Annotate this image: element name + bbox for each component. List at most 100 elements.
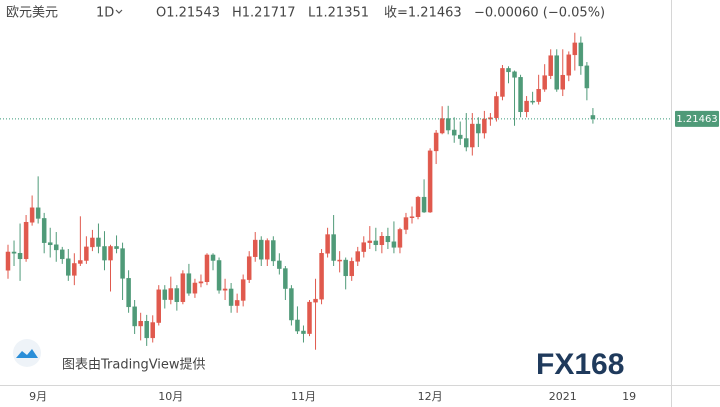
candle-body [168, 288, 174, 300]
candle-body [246, 256, 252, 280]
candle-body [361, 242, 367, 252]
candle-body [391, 241, 397, 248]
attribution-text: 图表由TradingView提供 [62, 357, 206, 373]
candle-body [289, 288, 294, 321]
candle-body [590, 115, 596, 120]
candle-body [29, 207, 35, 223]
candle-body [343, 259, 348, 277]
candle-body [210, 254, 216, 261]
candle-body [530, 100, 535, 103]
interval-caret[interactable] [115, 9, 123, 14]
candle-body [84, 246, 89, 261]
candle-body [265, 240, 270, 260]
candle-body [228, 288, 234, 306]
legend-item: O1.21543 [156, 6, 220, 21]
candle-body [464, 138, 469, 148]
candle-body [144, 321, 149, 339]
candle-body [542, 75, 547, 90]
candle-body [578, 42, 584, 67]
candle-body [174, 288, 180, 302]
candle-body [470, 123, 475, 148]
candle-body [331, 234, 336, 261]
x-tick-label: 2021 [549, 390, 577, 403]
candle-body [72, 263, 77, 276]
interval[interactable]: 1D [96, 6, 114, 21]
legend-item: 收=1.21463 [384, 6, 462, 21]
candle-body [560, 74, 566, 90]
candle-body [132, 306, 137, 327]
candle-body [192, 282, 198, 294]
candle-body [198, 281, 204, 284]
candle-body [409, 216, 415, 218]
candle-body [60, 249, 65, 260]
candle-body [584, 65, 590, 89]
brand-logo: FX168 [536, 348, 624, 381]
legend-item: −0.00060 (−0.05%) [474, 6, 605, 21]
candle-body [138, 321, 143, 327]
ohlc-legend: O1.21543 H1.21717 L1.21351 收=1.21463 −0.0006… [156, 6, 605, 21]
candle-body [319, 253, 324, 300]
candle-body [5, 251, 11, 271]
logo-icon [16, 349, 38, 358]
candle-body [162, 289, 168, 300]
last-price-box [675, 110, 719, 127]
x-tick-label: 19 [622, 390, 636, 403]
candle-body [367, 240, 373, 243]
candle-body [35, 207, 41, 219]
candle-body [313, 298, 318, 303]
candle-body [259, 239, 264, 260]
candle-body [439, 118, 445, 134]
chart-title[interactable]: 欧元美元 [6, 6, 58, 21]
candle-body [102, 246, 107, 261]
candle-body [96, 237, 101, 247]
candle-body [518, 77, 523, 113]
candle-body [566, 54, 572, 76]
candle-body [41, 218, 47, 243]
candle-body [283, 268, 288, 289]
candle-body [325, 234, 330, 254]
candle-body [536, 88, 541, 102]
candle-body [252, 239, 258, 257]
candle-body [373, 240, 379, 246]
legend-item: L1.21351 [308, 6, 369, 21]
candle-body [458, 134, 463, 139]
candle-body [156, 289, 161, 323]
candle-body [53, 244, 59, 251]
candle-body [494, 96, 499, 118]
candle-body [180, 273, 186, 302]
last-price-label: 1.21463 [676, 114, 717, 125]
x-tick-label: 9月 [29, 390, 47, 403]
candle-body [120, 248, 125, 279]
candle-body [403, 217, 409, 230]
candle-body [90, 237, 95, 248]
candle-body [548, 55, 553, 76]
candle-body [506, 68, 511, 73]
candle-body [295, 319, 300, 332]
candle-body [451, 129, 457, 136]
candle-body [349, 261, 354, 277]
candle-body [512, 71, 517, 78]
candle-body [427, 150, 433, 213]
candle-body [397, 229, 403, 248]
candle-body [271, 240, 276, 262]
candle-body [114, 246, 119, 249]
candle-body [307, 301, 312, 334]
candle-body [17, 253, 23, 260]
attribution[interactable]: 图表由TradingView提供 [13, 339, 206, 373]
candle-body [554, 55, 559, 90]
candle-body [572, 42, 578, 56]
candle-body [234, 300, 240, 306]
candle-body [500, 68, 505, 97]
candle-body [482, 118, 487, 134]
x-tick-label: 10月 [158, 390, 183, 403]
candle-body [421, 196, 427, 213]
candle-body [78, 260, 83, 264]
candle-body [379, 236, 385, 246]
candle-body [277, 260, 282, 269]
legend-item: H1.21717 [232, 6, 296, 21]
candle-body [204, 254, 210, 282]
candle-body [11, 251, 17, 254]
candle-body [301, 330, 306, 334]
